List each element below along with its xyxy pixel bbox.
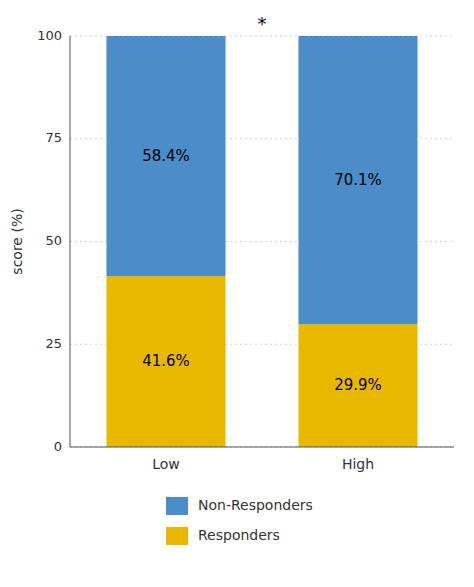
legend: Non-Responders Responders bbox=[166, 497, 313, 545]
annotation: * bbox=[258, 13, 267, 34]
legend-swatch bbox=[166, 497, 188, 515]
legend-swatch bbox=[166, 527, 188, 545]
y-axis-line bbox=[70, 36, 71, 447]
y-axis-label: score (%) bbox=[9, 208, 25, 274]
x-tick-label: High bbox=[342, 456, 374, 472]
bar-segment bbox=[106, 276, 225, 447]
bar-segment bbox=[298, 36, 417, 324]
data-label: 41.6% bbox=[142, 352, 190, 370]
data-labels: 41.6% 29.9% 58.4% 70.1% bbox=[142, 147, 382, 395]
x-axis: Low High bbox=[152, 456, 374, 472]
chart-svg: 0 25 50 75 100 41.6% 29.9% 58.4% 70.1% Low High sco… bbox=[0, 0, 474, 587]
bar-segment bbox=[106, 36, 225, 276]
data-label: 29.9% bbox=[334, 376, 382, 394]
y-tick-label: 25 bbox=[45, 336, 62, 351]
chart-container: 0 25 50 75 100 41.6% 29.9% 58.4% 70.1% Low High sco… bbox=[0, 0, 474, 587]
x-axis-line bbox=[70, 447, 454, 448]
y-tick-label: 75 bbox=[45, 130, 62, 145]
data-label: 70.1% bbox=[334, 171, 382, 189]
legend-label: Responders bbox=[198, 527, 280, 543]
bar-segment bbox=[298, 324, 417, 447]
y-tick-label: 50 bbox=[45, 233, 62, 248]
legend-label: Non-Responders bbox=[198, 497, 313, 513]
y-tick-label: 0 bbox=[54, 439, 62, 454]
x-tick-label: Low bbox=[152, 456, 180, 472]
grid-line bbox=[70, 447, 454, 448]
y-tick-label: 100 bbox=[37, 28, 62, 43]
bars bbox=[106, 36, 417, 447]
data-label: 58.4% bbox=[142, 147, 190, 165]
y-axis: 0 25 50 75 100 bbox=[37, 28, 454, 454]
